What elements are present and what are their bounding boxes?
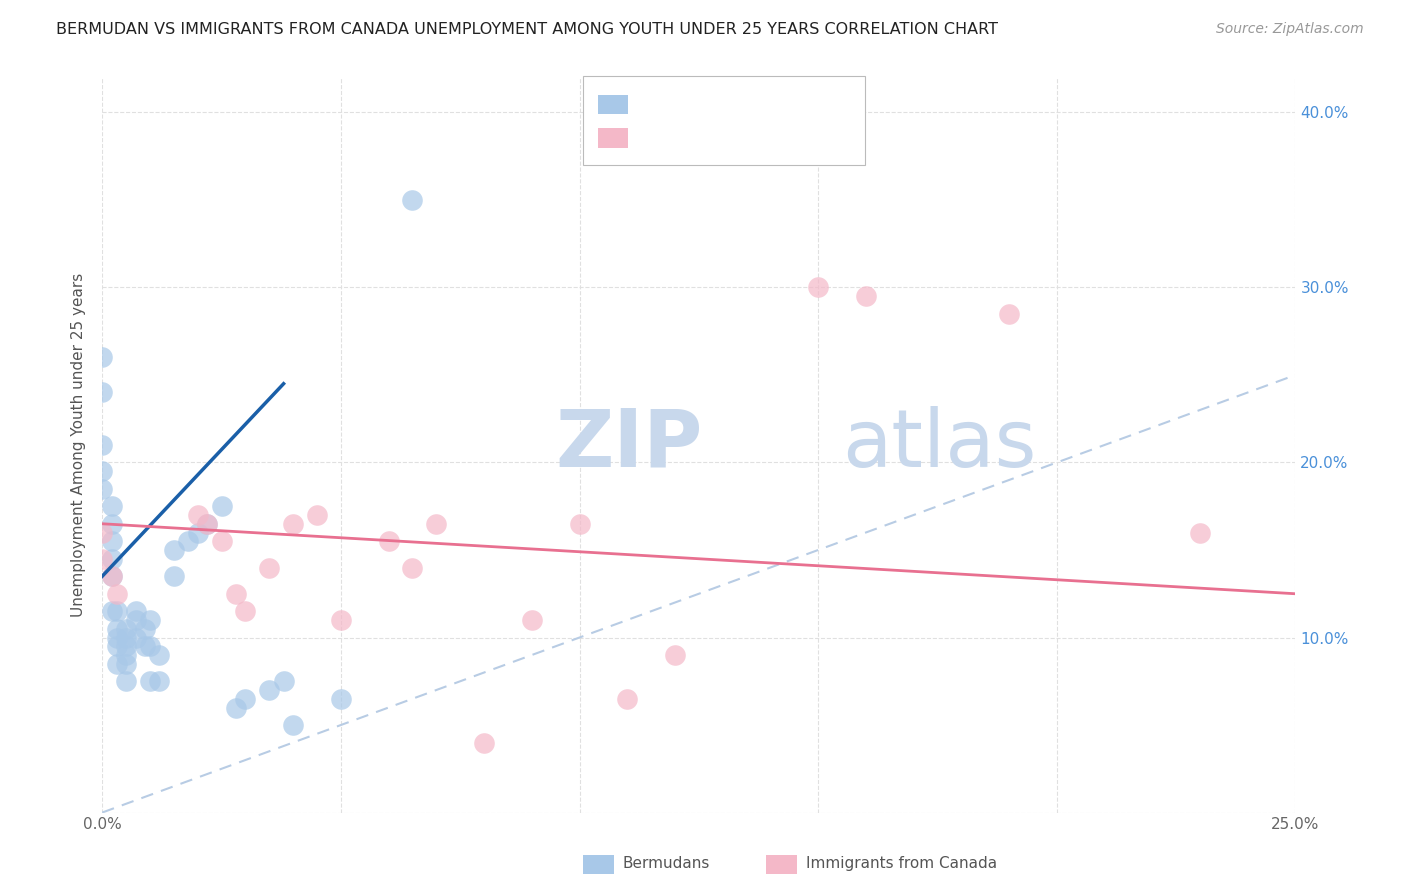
Point [139,640,162,654]
Text: ZIP: ZIP [555,406,703,484]
Point [100,534,122,549]
Point [100,604,122,618]
Point [1188,525,1211,540]
Point [115,631,138,645]
Text: atlas: atlas [842,406,1036,484]
Point [235,604,257,618]
Point [115,657,138,671]
Point [148,674,170,689]
Text: Immigrants from Canada: Immigrants from Canada [806,856,997,871]
Point [100,569,122,583]
Point [105,604,128,618]
Point [115,622,138,636]
Point [807,280,830,294]
Point [616,691,638,706]
Text: -0.119: -0.119 [679,128,738,145]
Point [568,516,591,531]
Point [91,385,114,400]
Point [139,613,162,627]
Point [225,587,247,601]
Point [91,351,114,365]
Point [195,516,218,531]
Point [163,543,186,558]
Point [100,500,122,514]
Point [281,516,304,531]
Point [134,622,156,636]
Text: N =: N = [735,94,772,112]
Text: N =: N = [735,128,772,145]
Point [148,648,170,662]
Point [211,534,233,549]
Text: 45: 45 [770,94,793,112]
Point [998,307,1021,321]
Point [377,534,399,549]
Point [124,604,146,618]
Point [100,569,122,583]
Point [187,525,209,540]
Text: Source: ZipAtlas.com: Source: ZipAtlas.com [1216,22,1364,37]
Point [329,691,352,706]
Text: 0.316: 0.316 [679,94,731,112]
Point [105,587,128,601]
Point [259,560,281,574]
Point [401,193,423,207]
Point [425,516,447,531]
Point [105,622,128,636]
Point [211,500,233,514]
Point [235,691,257,706]
Point [329,613,352,627]
Point [305,508,328,522]
Point [100,551,122,566]
Point [139,674,162,689]
Y-axis label: Unemployment Among Youth under 25 years: Unemployment Among Youth under 25 years [72,273,86,617]
Point [187,508,209,522]
Text: 25: 25 [770,128,793,145]
Point [115,648,138,662]
Point [472,735,495,749]
Point [91,438,114,452]
Point [124,613,146,627]
Point [91,525,114,540]
Point [91,464,114,478]
Point [91,482,114,496]
Point [105,640,128,654]
Point [91,551,114,566]
Point [124,631,146,645]
Point [105,657,128,671]
Point [115,640,138,654]
Point [105,631,128,645]
Point [195,516,218,531]
Point [225,700,247,714]
Point [664,648,686,662]
Point [273,674,295,689]
Point [855,289,877,303]
Text: BERMUDAN VS IMMIGRANTS FROM CANADA UNEMPLOYMENT AMONG YOUTH UNDER 25 YEARS CORRE: BERMUDAN VS IMMIGRANTS FROM CANADA UNEMP… [56,22,998,37]
Text: R =: R = [640,94,676,112]
Point [281,718,304,732]
Point [259,683,281,698]
Point [115,674,138,689]
Point [520,613,543,627]
Point [100,516,122,531]
Text: R =: R = [640,128,676,145]
Point [163,569,186,583]
Point [401,560,423,574]
Point [134,640,156,654]
Point [177,534,200,549]
Text: Bermudans: Bermudans [623,856,710,871]
